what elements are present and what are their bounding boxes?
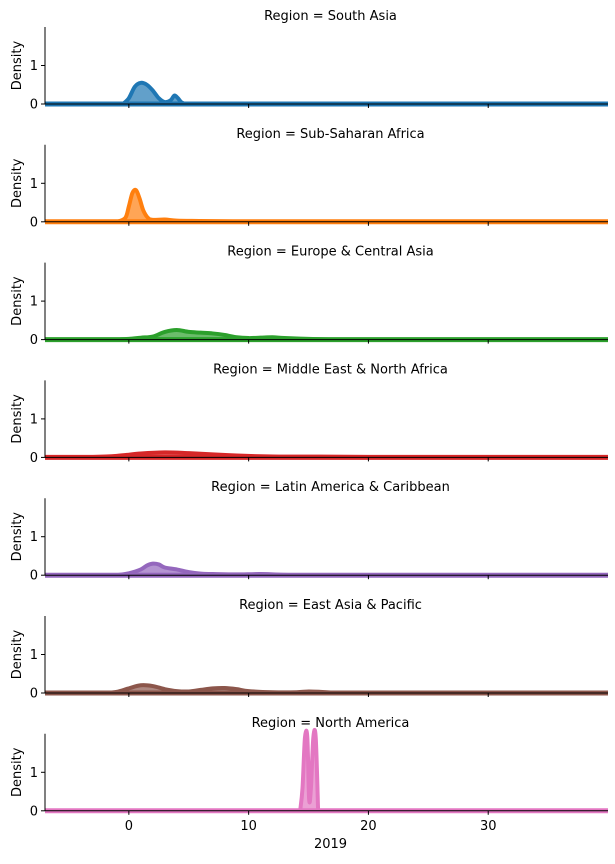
x-tick-label: 30 xyxy=(480,819,497,834)
y-tick-label: 0 xyxy=(30,804,38,819)
panel-title: Region = South Asia xyxy=(264,9,397,24)
y-axis-label: Density xyxy=(10,394,25,444)
y-axis-label: Density xyxy=(10,629,25,679)
panel-title: Region = East Asia & Pacific xyxy=(239,598,422,613)
y-axis-label: Density xyxy=(10,512,25,562)
x-axis-label: 2019 xyxy=(314,837,347,852)
x-tick-label: 20 xyxy=(360,819,377,834)
y-tick-label: 0 xyxy=(30,98,38,113)
panel-title: Region = Sub-Saharan Africa xyxy=(236,127,424,142)
y-tick-label: 0 xyxy=(30,451,38,466)
y-tick-label: 0 xyxy=(30,333,38,348)
y-tick-label: 1 xyxy=(30,295,38,310)
y-tick-label: 1 xyxy=(30,530,38,545)
panel-title: Region = Europe & Central Asia xyxy=(227,245,434,260)
y-tick-label: 0 xyxy=(30,687,38,702)
y-tick-label: 1 xyxy=(30,412,38,427)
panel-title: Region = Latin America & Caribbean xyxy=(211,480,450,495)
y-tick-label: 1 xyxy=(30,177,38,192)
y-axis-label: Density xyxy=(10,158,25,208)
x-tick-label: 0 xyxy=(125,819,133,834)
y-axis-label: Density xyxy=(10,40,25,90)
density-outline xyxy=(298,727,321,812)
density-area xyxy=(116,189,249,222)
y-axis-label: Density xyxy=(10,747,25,797)
panel-title: Region = North America xyxy=(252,716,410,731)
y-tick-label: 0 xyxy=(30,215,38,230)
x-tick-label: 10 xyxy=(240,819,257,834)
y-tick-label: 0 xyxy=(30,569,38,584)
y-tick-label: 1 xyxy=(30,648,38,663)
y-tick-label: 1 xyxy=(30,766,38,781)
y-tick-label: 1 xyxy=(30,59,38,74)
y-axis-label: Density xyxy=(10,276,25,326)
panel-title: Region = Middle East & North Africa xyxy=(213,362,448,377)
